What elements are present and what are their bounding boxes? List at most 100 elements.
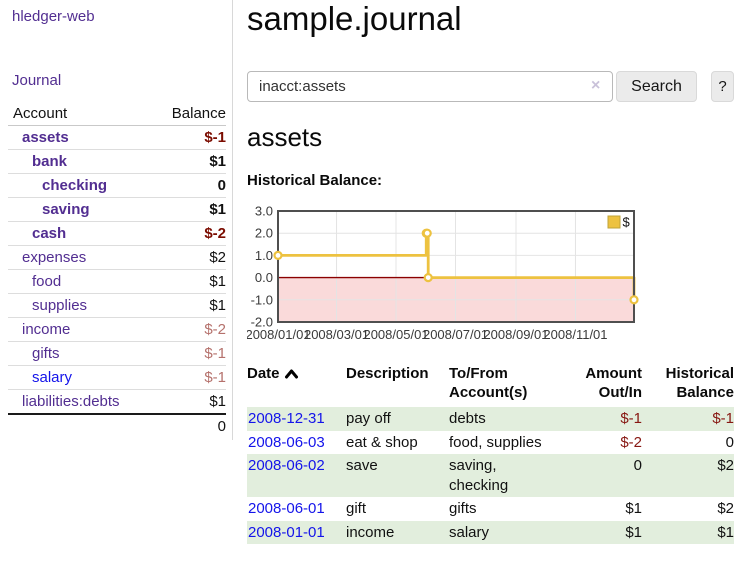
account-name-cell: checking [8,173,155,198]
sidebar: hledger-web Journal Account Balance asse… [0,0,233,440]
x-tick-label: 2008/07/01 [423,327,488,342]
register-table: Date Description To/From Account(s) Amou… [247,362,734,544]
search-button[interactable]: Search [616,71,697,102]
account-link[interactable]: expenses [22,249,87,266]
legend-label: $ [623,215,631,230]
help-button[interactable]: ? [711,71,734,102]
account-name-cell: supplies [8,293,155,318]
account-name-cell: cash [8,221,155,246]
account-link[interactable]: checking [42,177,108,194]
register-accounts: saving, checking [449,457,509,494]
register-row: 2008-12-31 pay off debts $-1 $-1 [247,407,734,431]
date-link[interactable]: 2008-01-01 [248,523,325,541]
account-balance: $1 [154,197,226,222]
register-date-cell: 2008-06-02 [247,454,346,497]
register-header-balance-line1: Historical [665,365,734,382]
account-link[interactable]: cash [32,225,67,242]
account-row: supplies $1 [8,293,226,318]
account-balance: $1 [154,269,226,294]
chart-heading: Historical Balance: [247,172,383,189]
account-link[interactable]: food [32,273,62,290]
account-link[interactable]: bank [32,153,68,170]
account-heading: assets [247,122,323,152]
accounts-total-row: 0 [8,413,226,438]
register-header-date[interactable]: Date [247,362,346,407]
register-header-balance-line2: Balance [676,384,734,401]
account-link[interactable]: salary [32,369,73,386]
register-amount: $-2 [620,433,642,451]
register-header-accounts-line2: Account(s) [449,384,528,401]
account-row: liabilities:debts $1 [8,389,226,414]
account-balance: $1 [154,293,226,318]
account-row: bank $1 [8,149,226,174]
account-link[interactable]: liabilities:debts [22,393,120,410]
account-row: salary $-1 [8,365,226,390]
account-name-cell: bank [8,149,155,174]
register-header-date-label: Date [247,365,280,382]
x-tick-label: 2008/01/01 [247,327,311,342]
register-description: eat & shop [346,433,418,451]
x-tick-label: 2008/11/01 [543,327,607,342]
account-balance: $-1 [154,365,226,390]
account-link[interactable]: assets [22,129,69,146]
account-balance: $-2 [154,221,226,246]
date-link[interactable]: 2008-06-01 [248,500,325,517]
y-tick-label: 1.0 [255,248,273,263]
account-link[interactable]: supplies [32,297,88,314]
account-row: assets $-1 [8,126,226,150]
clear-search-icon[interactable]: × [591,77,601,94]
register-row: 2008-06-02 save saving, checking 0 $2 [247,454,734,497]
register-balance: $1 [717,523,734,541]
y-tick-label: 2.0 [255,226,273,241]
date-link[interactable]: 2008-12-31 [248,410,325,427]
chevron-up-icon [284,369,298,379]
account-row: expenses $2 [8,245,226,270]
register-balance: $2 [717,500,734,517]
account-balance: $-1 [154,341,226,366]
account-balance: $1 [154,389,226,414]
brand-link[interactable]: hledger-web [12,8,95,25]
date-link[interactable]: 2008-06-02 [248,457,325,474]
x-tick-label: 2008/05/01 [363,327,428,342]
data-point-marker [422,228,432,238]
register-description: income [346,523,395,541]
register-description: pay off [346,410,391,427]
account-link[interactable]: saving [42,201,90,218]
account-row: income $-2 [8,317,226,342]
historical-balance-chart: $3.0 2.0 1.0 0.0 -1.0 -2.02008/01/012008/03/0… [247,204,639,342]
search-input[interactable] [247,71,613,102]
date-link[interactable]: 2008-06-03 [248,433,325,451]
account-balance: $1 [154,149,226,174]
y-tick-label: 0.0 [255,270,273,285]
account-name-cell: gifts [8,341,155,366]
sidebar-item-journal[interactable]: Journal [12,72,62,89]
accounts-total-value: 0 [154,413,226,438]
y-tick-label: -2.0 [251,315,273,330]
account-row: food $1 [8,269,226,294]
account-row: checking 0 [8,173,226,198]
accounts-header-balance: Balance [154,103,226,126]
account-row: gifts $-1 [8,341,226,366]
register-header-amount: Amount Out/In [569,362,648,407]
data-point-marker [423,272,433,283]
plot-border [277,210,635,323]
register-accounts: debts [449,410,486,427]
y-tick-label: -1.0 [251,292,273,307]
register-row: 2008-01-01 income salary $1 $1 [247,520,734,544]
account-name-cell: expenses [8,245,155,270]
account-link[interactable]: income [22,321,71,338]
legend-swatch [607,215,621,229]
register-amount: $-1 [620,410,642,427]
register-description: save [346,457,378,474]
account-balance: $2 [154,245,226,270]
register-date-cell: 2008-12-31 [247,407,346,431]
y-tick-label: 3.0 [255,204,273,219]
account-balance: 0 [154,173,226,198]
account-link[interactable]: gifts [32,345,60,362]
account-name-cell: income [8,317,155,342]
register-row: 2008-06-03 eat & shop food, supplies $-2 0 [247,431,734,455]
register-header-amount-line1: Amount [585,365,642,382]
accounts-header-account: Account [8,103,155,126]
register-amount: 0 [633,457,642,474]
